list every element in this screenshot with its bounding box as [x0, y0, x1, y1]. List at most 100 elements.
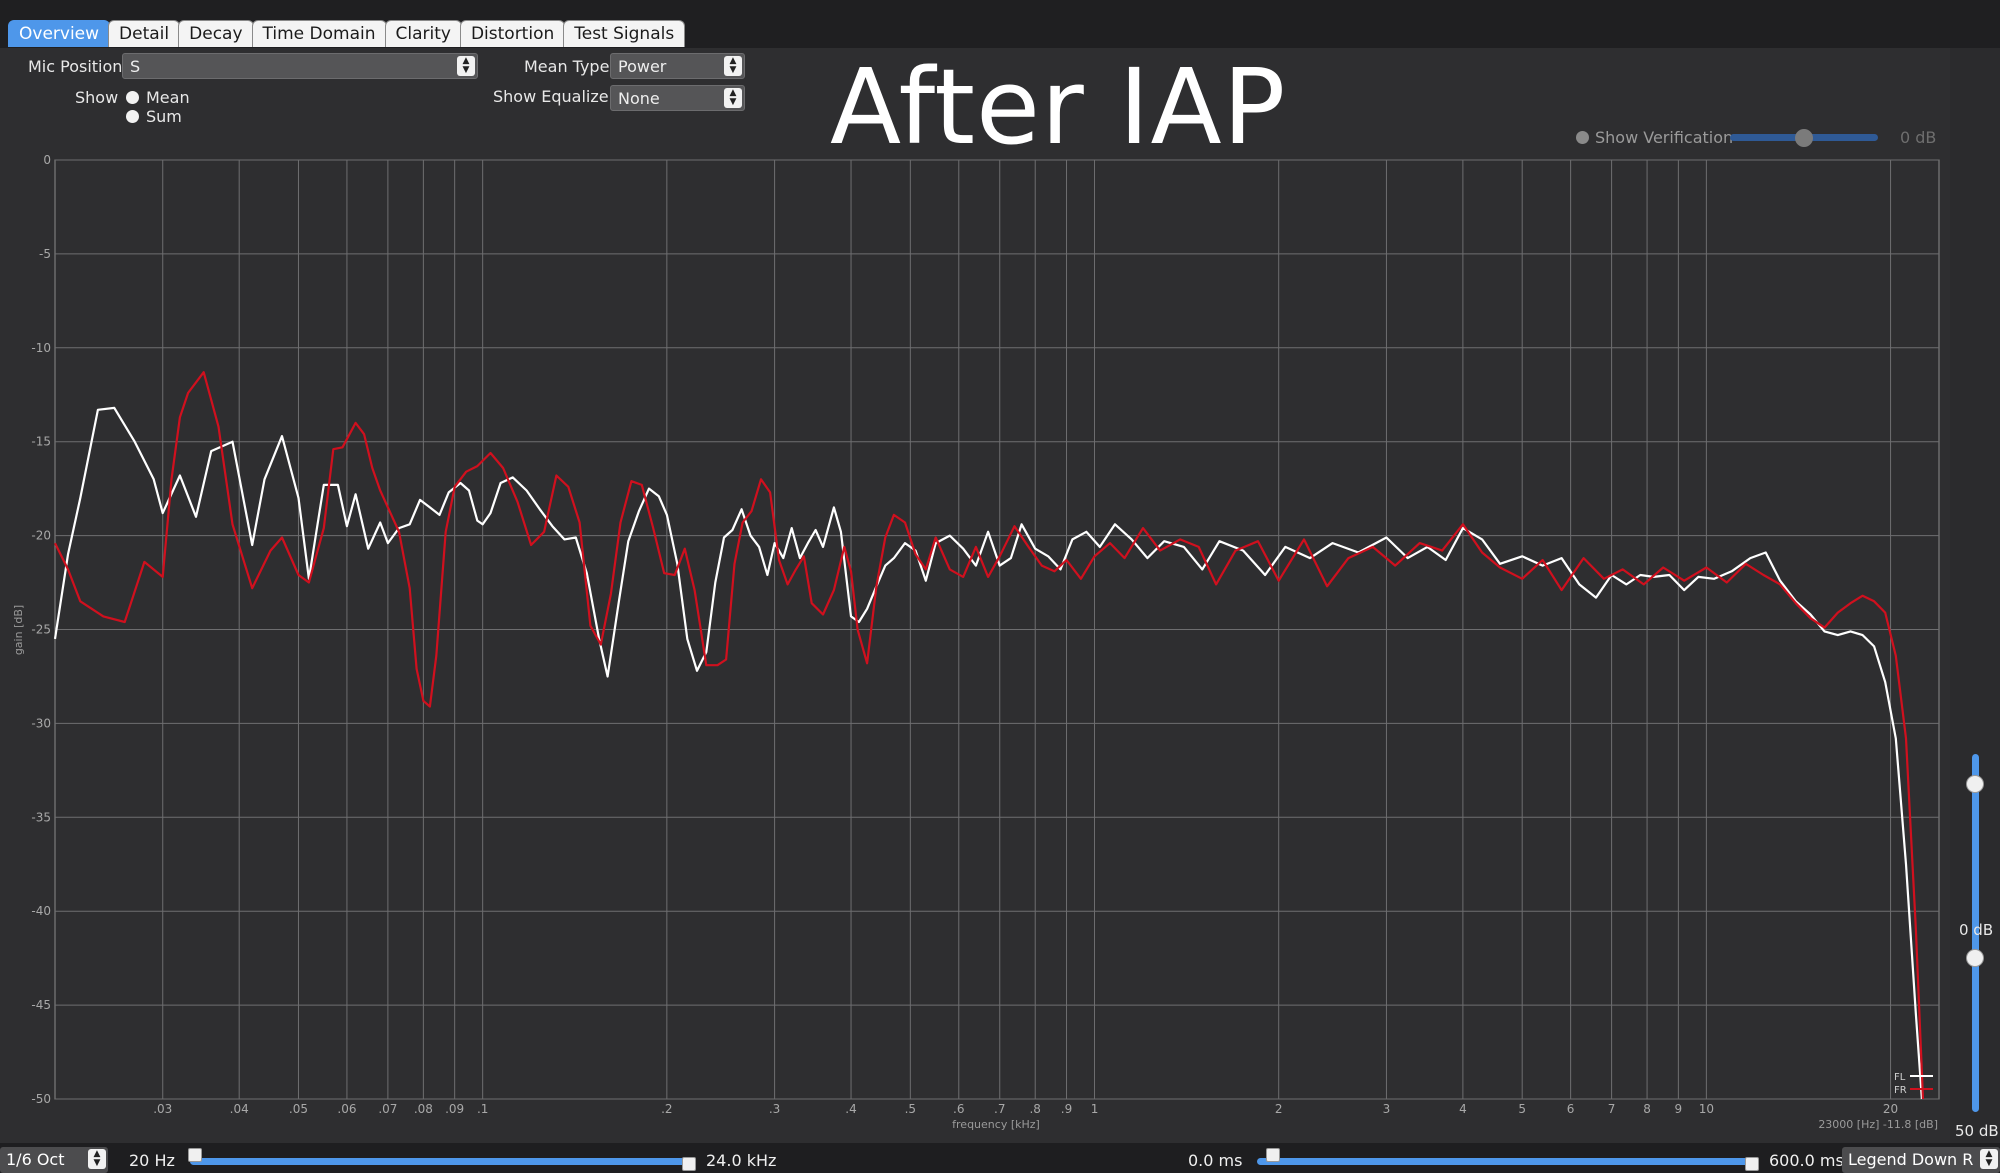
vertical-range-top-handle[interactable] [1966, 775, 1984, 793]
x-tick-label: .6 [953, 1102, 964, 1116]
freq-min-label: 20 Hz [129, 1151, 175, 1170]
spinner-arrows-icon[interactable]: ▲ ▼ [724, 88, 742, 108]
spinner-arrows-icon[interactable]: ▲ ▼ [457, 56, 475, 76]
y-tick-label: -45 [31, 998, 51, 1012]
mean-radio-label: Mean [146, 88, 190, 107]
range-top-label: 0 dB [1959, 921, 1994, 939]
y-tick-label: -5 [39, 247, 51, 261]
x-tick-label: .06 [337, 1102, 356, 1116]
freq-min-handle[interactable] [188, 1148, 202, 1162]
tab-detail[interactable]: Detail [108, 20, 181, 47]
time-max-label: 600.0 ms [1769, 1151, 1844, 1170]
mic-position-select[interactable]: S ▲ ▼ [122, 53, 478, 79]
x-tick-label: 2 [1275, 1102, 1283, 1116]
x-tick-labels: .03 .04 .05 .06 .07 .08 .09 .1 .2 .3 .4 .5 .6 .7 .8 .9 1… [153, 1102, 1898, 1116]
tab-distortion[interactable]: Distortion [459, 20, 566, 47]
x-tick-label: .8 [1029, 1102, 1040, 1116]
legend-label-fr: FR [1894, 1085, 1907, 1096]
tab-bar: Overview Detail Decay Time Domain Clarit… [8, 20, 686, 48]
y-tick-label: -25 [31, 623, 51, 637]
x-axis-title: frequency [kHz] [952, 1118, 1040, 1131]
mic-position-label: Mic Position [28, 57, 123, 76]
x-tick-label: 5 [1518, 1102, 1526, 1116]
time-min-handle[interactable] [1266, 1148, 1280, 1162]
mean-type-select[interactable]: Power ▲ ▼ [610, 53, 745, 79]
x-tick-label: 9 [1675, 1102, 1683, 1116]
spinner-arrows-icon[interactable]: ▲ ▼ [1980, 1149, 1998, 1169]
sum-radio[interactable] [126, 110, 139, 123]
spinner-arrows-icon[interactable]: ▲ ▼ [88, 1149, 106, 1169]
tab-overview[interactable]: Overview [8, 20, 111, 47]
verification-level: 0 dB [1900, 128, 1937, 147]
tab-decay[interactable]: Decay [178, 20, 254, 47]
x-tick-label: .04 [230, 1102, 249, 1116]
horizontal-grid [55, 159, 1939, 1100]
x-tick-label: 20 [1883, 1102, 1898, 1116]
x-tick-label: 1 [1091, 1102, 1099, 1116]
verification-slider-handle[interactable] [1795, 129, 1813, 147]
show-equalizer-label: Show Equalizer [493, 87, 616, 106]
freq-max-handle[interactable] [682, 1157, 696, 1171]
x-tick-label: .09 [445, 1102, 464, 1116]
x-tick-label: 3 [1383, 1102, 1391, 1116]
x-tick-label: .5 [905, 1102, 916, 1116]
y-tick-label: 0 [43, 153, 51, 167]
x-tick-label: 10 [1699, 1102, 1714, 1116]
series-line-fr [54, 371, 1925, 1100]
x-tick-label: .7 [994, 1102, 1005, 1116]
y-tick-label: -10 [31, 341, 51, 355]
legend-position-select[interactable]: Legend Down R ▲ ▼ [1842, 1147, 2000, 1173]
tab-time-domain[interactable]: Time Domain [251, 20, 387, 47]
y-tick-label: -20 [31, 529, 51, 543]
legend-label-fl: FL [1894, 1072, 1906, 1083]
show-verification-label: Show Verification [1595, 128, 1734, 147]
mic-position-value: S [130, 57, 141, 76]
x-tick-label: .4 [845, 1102, 856, 1116]
series-line-fl [53, 406, 1923, 1100]
show-label: Show [75, 88, 119, 107]
x-tick-label: .05 [289, 1102, 308, 1116]
vertical-range-slider-track[interactable] [1972, 754, 1979, 1112]
show-equalizer-value: None [618, 89, 660, 108]
x-tick-label: .08 [414, 1102, 433, 1116]
cursor-readout: 23000 [Hz] -11.8 [dB] [1818, 1118, 1938, 1131]
tab-clarity[interactable]: Clarity [384, 20, 462, 47]
series-group [53, 371, 1925, 1100]
x-tick-label: .03 [153, 1102, 172, 1116]
sum-radio-label: Sum [146, 107, 182, 126]
x-tick-label: 4 [1459, 1102, 1467, 1116]
x-tick-label: .07 [378, 1102, 397, 1116]
show-equalizer-select[interactable]: None ▲ ▼ [610, 85, 745, 111]
range-bottom-label: 50 dB [1955, 1122, 1999, 1140]
x-tick-label: 6 [1567, 1102, 1575, 1116]
mean-type-value: Power [618, 57, 667, 76]
time-min-label: 0.0 ms [1188, 1151, 1243, 1170]
resolution-value: 1/6 Oct [6, 1150, 65, 1169]
x-tick-label: 8 [1643, 1102, 1651, 1116]
time-range-slider[interactable] [1257, 1158, 1757, 1165]
y-tick-label: -50 [31, 1092, 51, 1106]
x-tick-label: 7 [1608, 1102, 1616, 1116]
time-max-handle[interactable] [1745, 1157, 1759, 1171]
tab-test-signals[interactable]: Test Signals [563, 20, 686, 47]
vertical-range-bottom-handle[interactable] [1966, 949, 1984, 967]
mean-type-label: Mean Type [524, 57, 610, 76]
overlay-title: After IAP [830, 46, 1287, 168]
show-verification-radio[interactable] [1576, 131, 1589, 144]
x-tick-label: .9 [1061, 1102, 1072, 1116]
legend-position-value: Legend Down R [1848, 1150, 1974, 1169]
y-tick-labels: 0 -5 -10 -15 -20 -25 -30 -35 -40 -45 -50 [31, 153, 51, 1106]
mean-radio[interactable] [126, 91, 139, 104]
y-tick-label: -40 [31, 904, 51, 918]
y-tick-label: -15 [31, 435, 51, 449]
x-tick-label: .2 [661, 1102, 672, 1116]
x-tick-label: .1 [477, 1102, 488, 1116]
y-tick-label: -35 [31, 810, 51, 824]
x-tick-label: .3 [769, 1102, 780, 1116]
legend: FL FR [1894, 1072, 1933, 1096]
spinner-arrows-icon[interactable]: ▲ ▼ [724, 56, 742, 76]
resolution-select[interactable]: 1/6 Oct ▲ ▼ [0, 1147, 108, 1173]
y-axis-title: gain [dB] [12, 605, 25, 655]
frequency-range-slider[interactable] [190, 1158, 692, 1165]
